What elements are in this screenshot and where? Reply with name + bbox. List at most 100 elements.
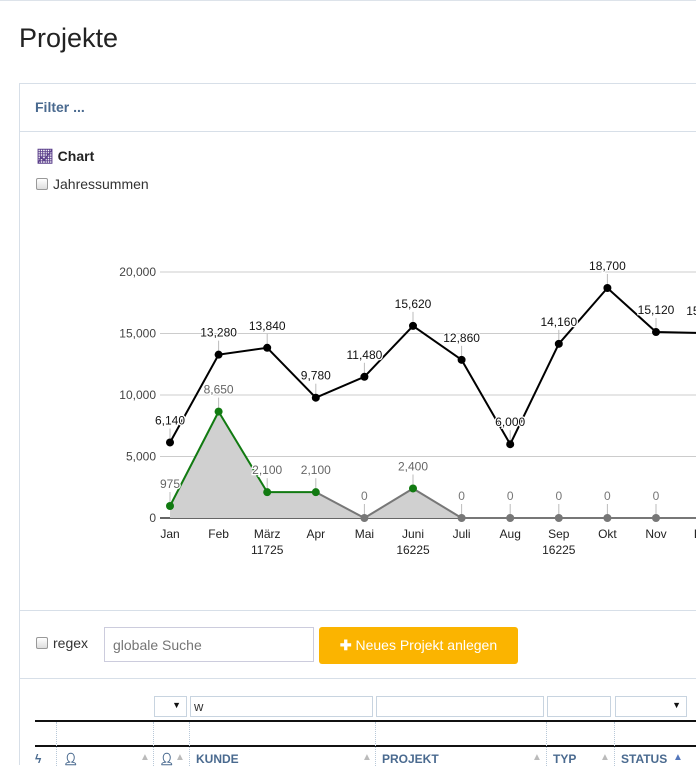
column-filter-select[interactable]: [154, 696, 187, 717]
data-point: [263, 488, 272, 497]
line-chart-icon: 📈︎: [36, 148, 54, 164]
divider: [20, 678, 696, 679]
data-label: 15,040: [686, 304, 696, 318]
data-label: 0: [458, 489, 465, 503]
x-tick-sublabel: 16225: [542, 543, 576, 557]
data-label: 13,840: [249, 319, 286, 333]
data-point: [409, 321, 417, 330]
header-projekt[interactable]: PROJEKT: [382, 752, 439, 766]
data-label: 9,780: [301, 369, 331, 383]
area-fill: [170, 411, 696, 518]
column-divider: [546, 722, 547, 766]
header-kunde[interactable]: KUNDE: [196, 752, 239, 766]
status-filter-select[interactable]: [615, 696, 687, 717]
divider: [35, 720, 696, 722]
data-point: [360, 372, 369, 381]
data-point: [554, 339, 563, 348]
sort-icon[interactable]: ▲: [362, 752, 372, 763]
bolt-icon[interactable]: ϟ: [35, 752, 42, 766]
sort-asc-icon[interactable]: ▲: [673, 752, 683, 763]
data-point: [311, 393, 320, 402]
column-divider: [56, 722, 57, 766]
kunde-filter-input[interactable]: w: [190, 696, 373, 717]
series-2-segment: [217, 411, 269, 493]
y-tick-label: 5,000: [126, 450, 156, 464]
y-tick-label: 20,000: [119, 265, 156, 279]
divider: [20, 610, 696, 611]
data-label: 2,100: [252, 463, 282, 477]
user-icon[interactable]: 👤︎: [63, 752, 79, 766]
typ-filter-input[interactable]: [547, 696, 611, 717]
x-tick-label: Juni: [402, 527, 424, 541]
x-tick-label: Okt: [598, 527, 617, 541]
yearly-sum-checkbox[interactable]: Jahressummen: [36, 176, 149, 192]
data-point: [554, 514, 563, 522]
divider: [35, 745, 696, 747]
sort-icon[interactable]: ▲: [600, 752, 610, 763]
user-icon[interactable]: 👤︎: [159, 752, 175, 766]
regex-checkbox[interactable]: regex: [36, 635, 88, 651]
data-label: 6,000: [495, 415, 525, 429]
data-label: 0: [555, 489, 562, 503]
filter-toggle[interactable]: Filter ...: [20, 84, 696, 132]
data-point: [263, 343, 272, 352]
x-tick-sublabel: 11725: [251, 543, 284, 557]
checkbox[interactable]: [36, 637, 48, 649]
x-tick-label: Dez: [694, 527, 696, 541]
data-label: 12,860: [443, 331, 480, 345]
data-label: 8,650: [204, 383, 234, 397]
x-tick-sublabel: 16225: [396, 543, 430, 557]
sort-icon[interactable]: ▲: [140, 752, 150, 763]
data-point: [166, 502, 174, 511]
data-label: 15,120: [638, 303, 675, 317]
series-2-segment: [363, 487, 414, 519]
checkbox[interactable]: [36, 178, 48, 190]
data-label: 0: [653, 489, 660, 503]
projects-panel: Filter ... 📈︎ Chart Jahressummen regex ✚…: [19, 83, 696, 766]
series-2-segment: [169, 411, 220, 507]
chart-heading: 📈︎ Chart: [36, 148, 95, 164]
data-label: 975: [160, 477, 180, 491]
data-label: 0: [604, 489, 611, 503]
data-label: 6,140: [155, 413, 185, 427]
header-typ[interactable]: TYP: [553, 752, 577, 766]
x-tick-label: Nov: [645, 527, 666, 541]
plus-icon: ✚: [339, 637, 352, 653]
data-point: [652, 514, 660, 522]
data-label: 14,160: [540, 315, 577, 329]
x-tick-label: Juli: [453, 527, 471, 541]
data-label: 13,280: [200, 326, 237, 340]
x-tick-label: Mai: [355, 527, 374, 541]
data-point: [166, 438, 174, 447]
projekt-filter-input[interactable]: [376, 696, 544, 717]
header-status[interactable]: STATUS: [621, 752, 668, 766]
data-point: [603, 283, 612, 292]
projects-chart: 0 5,000 10,000 15,000 20,000 Jan Feb März 11725 A…: [119, 258, 696, 557]
data-point: [409, 484, 417, 493]
data-point: [360, 514, 369, 522]
column-divider: [375, 722, 376, 766]
column-divider: [614, 722, 615, 766]
data-label: 2,400: [398, 459, 428, 473]
data-point: [311, 488, 320, 497]
data-label: 18,700: [589, 259, 626, 273]
series-1-line: [169, 286, 696, 447]
x-tick-label: Feb: [208, 527, 229, 541]
page-title: Projekte: [19, 23, 119, 53]
column-divider: [189, 722, 190, 766]
column-divider: [153, 722, 154, 766]
global-search-input[interactable]: [104, 627, 314, 662]
x-tick-label: Apr: [306, 527, 325, 541]
y-tick-label: 15,000: [119, 327, 156, 341]
data-point: [506, 440, 515, 449]
data-point: [457, 355, 466, 364]
data-label: 0: [507, 489, 514, 503]
x-tick-label: Aug: [500, 527, 521, 541]
new-project-button[interactable]: ✚ Neues Projekt anlegen: [319, 627, 518, 664]
data-label: 2,100: [301, 463, 331, 477]
sort-icon[interactable]: ▲: [532, 752, 542, 763]
x-tick-label: Sep: [548, 527, 570, 541]
data-point: [506, 514, 515, 522]
data-point: [652, 328, 660, 337]
sort-icon[interactable]: ▲: [175, 752, 185, 763]
